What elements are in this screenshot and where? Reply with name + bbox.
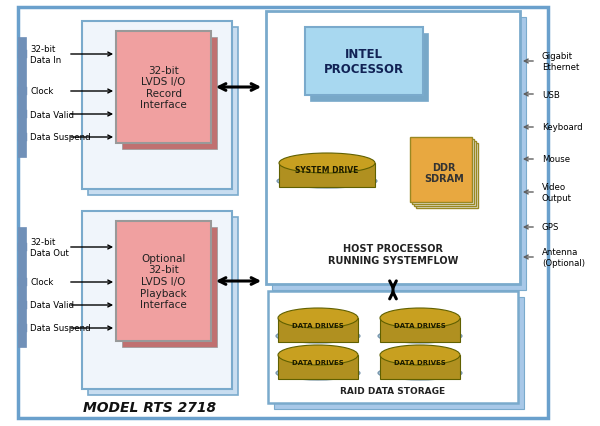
Bar (116, 222, 211, 341)
Bar (122, 38, 217, 150)
Text: Data Suspend: Data Suspend (30, 324, 91, 333)
Text: Data Valid: Data Valid (30, 110, 74, 119)
Text: DDR
SDRAM: DDR SDRAM (424, 162, 464, 184)
Bar (18, 51, 27, 59)
Bar (416, 144, 478, 208)
Text: INTEL
PROCESSOR: INTEL PROCESSOR (324, 48, 404, 76)
Text: 32-bit
LVDS I/O
Record
Interface: 32-bit LVDS I/O Record Interface (140, 66, 187, 110)
Text: DATA DRIVES: DATA DRIVES (292, 322, 344, 328)
Bar (18, 243, 27, 251)
Bar (18, 88, 27, 96)
Ellipse shape (277, 175, 377, 189)
Ellipse shape (279, 154, 375, 173)
Bar (278, 318, 358, 342)
Text: DATA DRIVES: DATA DRIVES (394, 322, 446, 328)
Text: Mouse: Mouse (542, 155, 570, 164)
Bar (18, 8, 548, 418)
Text: Optional
32-bit
LVDS I/O
Playback
Interface: Optional 32-bit LVDS I/O Playback Interf… (140, 253, 187, 309)
Text: RAID DATA STORAGE: RAID DATA STORAGE (340, 386, 446, 396)
Bar (18, 134, 27, 142)
Bar (18, 301, 27, 309)
Bar (305, 28, 423, 96)
Bar (88, 28, 238, 196)
Text: 32-bit
Data In: 32-bit Data In (30, 45, 61, 65)
Bar (380, 355, 460, 379)
Text: 32-bit
Data Out: 32-bit Data Out (30, 238, 69, 257)
Bar (414, 142, 476, 207)
Ellipse shape (378, 366, 462, 380)
Text: Video
Output: Video Output (542, 183, 572, 202)
Text: HOST PROCESSOR
RUNNING SYSTEMFLOW: HOST PROCESSOR RUNNING SYSTEMFLOW (328, 244, 458, 265)
Bar (268, 291, 518, 403)
Bar (82, 22, 232, 190)
Ellipse shape (276, 329, 360, 343)
Bar (410, 138, 472, 202)
Ellipse shape (278, 308, 358, 328)
Text: Data Suspend: Data Suspend (30, 133, 91, 142)
Bar (380, 318, 460, 342)
Text: DATA DRIVES: DATA DRIVES (394, 359, 446, 365)
Bar (272, 18, 526, 290)
Bar (278, 355, 358, 379)
Bar (310, 34, 428, 102)
Bar (18, 278, 27, 286)
Text: DATA DRIVES: DATA DRIVES (292, 359, 344, 365)
Bar (116, 32, 211, 144)
Text: SYSTEM DRIVE: SYSTEM DRIVE (295, 166, 359, 175)
Bar (18, 324, 27, 332)
Bar (88, 218, 238, 395)
Bar (279, 164, 375, 187)
Ellipse shape (278, 345, 358, 365)
Text: Data Valid: Data Valid (30, 301, 74, 310)
Text: MODEL RTS 2718: MODEL RTS 2718 (83, 400, 217, 414)
Bar (18, 111, 27, 119)
Text: Clock: Clock (30, 87, 53, 96)
Ellipse shape (380, 308, 460, 328)
Text: USB: USB (542, 90, 560, 99)
Bar (18, 38, 26, 158)
Bar (412, 140, 474, 204)
Bar (82, 211, 232, 389)
Text: Keyboard: Keyboard (542, 123, 583, 132)
Text: Clock: Clock (30, 278, 53, 287)
Bar (266, 12, 520, 284)
Text: Gigabit
Ethernet: Gigabit Ethernet (542, 52, 580, 72)
Text: GPS: GPS (542, 223, 559, 232)
Ellipse shape (276, 366, 360, 380)
Text: Antenna
(Optional): Antenna (Optional) (542, 248, 585, 267)
Bar (274, 297, 524, 409)
Bar (18, 227, 26, 347)
Ellipse shape (378, 329, 462, 343)
Ellipse shape (380, 345, 460, 365)
Bar (122, 227, 217, 347)
